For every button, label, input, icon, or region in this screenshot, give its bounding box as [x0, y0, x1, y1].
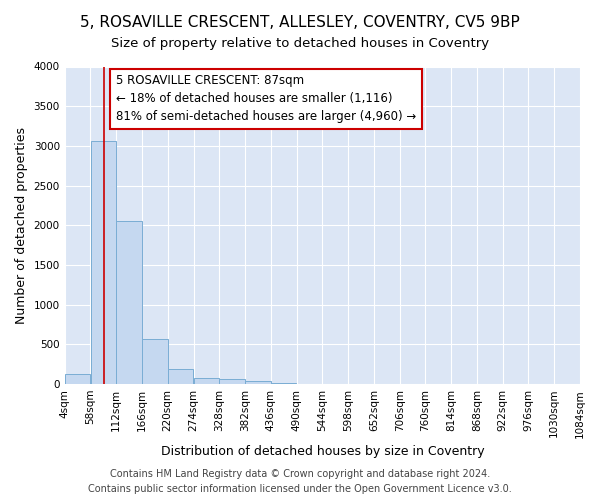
- Bar: [142, 339, 167, 384]
- Text: Contains HM Land Registry data © Crown copyright and database right 2024.
Contai: Contains HM Land Registry data © Crown c…: [88, 468, 512, 493]
- Bar: [116, 220, 142, 384]
- X-axis label: Distribution of detached houses by size in Coventry: Distribution of detached houses by size …: [161, 444, 484, 458]
- Bar: [194, 378, 219, 384]
- Bar: [220, 380, 245, 384]
- Bar: [168, 368, 193, 384]
- Y-axis label: Number of detached properties: Number of detached properties: [15, 127, 28, 324]
- Bar: [271, 383, 296, 384]
- Bar: [245, 381, 271, 384]
- Text: Size of property relative to detached houses in Coventry: Size of property relative to detached ho…: [111, 38, 489, 51]
- Bar: [65, 374, 91, 384]
- Text: 5, ROSAVILLE CRESCENT, ALLESLEY, COVENTRY, CV5 9BP: 5, ROSAVILLE CRESCENT, ALLESLEY, COVENTR…: [80, 15, 520, 30]
- Bar: [91, 141, 116, 384]
- Text: 5 ROSAVILLE CRESCENT: 87sqm
← 18% of detached houses are smaller (1,116)
81% of : 5 ROSAVILLE CRESCENT: 87sqm ← 18% of det…: [116, 74, 416, 124]
